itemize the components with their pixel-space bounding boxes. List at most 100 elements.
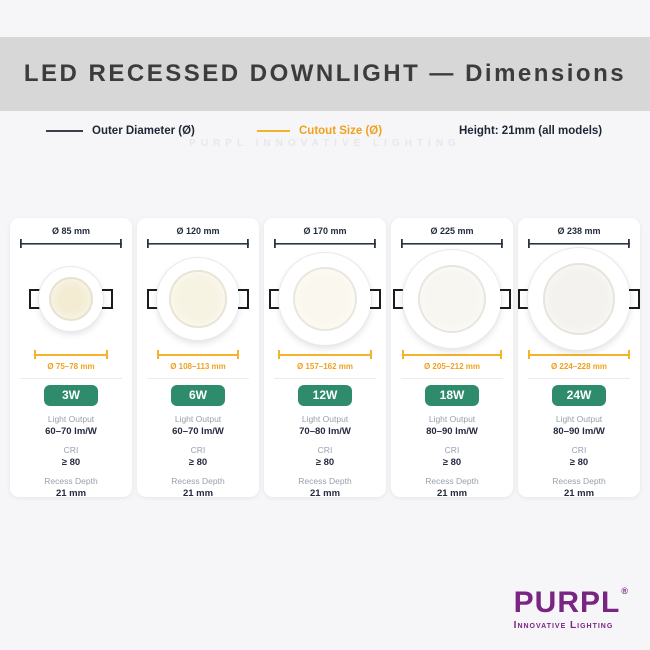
card-divider (528, 378, 630, 379)
legend-height-note: Height: 21mm (all models) (459, 123, 602, 139)
downlight-ring (157, 258, 239, 340)
wattage-badge: 12W (298, 385, 352, 406)
card-divider (274, 378, 376, 379)
light-output-value: 70–80 lm/W (299, 426, 351, 437)
legend-outer-diameter: Outer Diameter (Ø) (46, 123, 195, 139)
brand-name: PURPL (513, 586, 621, 619)
downlight-ring (279, 253, 371, 345)
cutout-dimension-line (34, 350, 108, 359)
light-output-label: Light Output (555, 414, 603, 424)
downlight-ring (528, 248, 630, 350)
light-output-label: Light Output (47, 414, 95, 424)
mounting-clip-right-icon (102, 289, 113, 309)
cutout-value: Ø 205–212 mm (423, 362, 481, 371)
light-output-label: Light Output (428, 414, 476, 424)
recess-depth-value: 21 mm (182, 488, 214, 497)
recess-depth-value: 21 mm (563, 488, 595, 497)
recess-depth-label: Recess Depth (171, 476, 225, 486)
outer-diameter-value: Ø 170 mm (303, 226, 347, 236)
mounting-clip-left-icon (29, 289, 40, 309)
outer-diameter-dimension-line (401, 239, 503, 248)
recess-depth-label: Recess Depth (425, 476, 479, 486)
recess-depth-label: Recess Depth (298, 476, 352, 486)
cri-label: CRI (317, 445, 333, 455)
wattage-badge: 18W (425, 385, 479, 406)
legend: Outer Diameter (Ø) Cutout Size (Ø) Heigh… (0, 123, 650, 139)
legend-cutout-size: Cutout Size (Ø) (257, 123, 382, 139)
downlight-lens (417, 264, 487, 334)
height-note-label: Height: 21mm (all models) (459, 125, 603, 137)
downlight-illustration (269, 248, 381, 350)
cri-value: ≥ 80 (315, 457, 335, 468)
page-title: LED RECESSED DOWNLIGHT — Dimensions (23, 60, 627, 87)
product-cards-row: Ø 85 mm Ø 75–78 mm 3W Light Output 60–70… (10, 218, 640, 497)
downlight-ring (403, 250, 501, 348)
cutout-dimension-line (157, 350, 239, 359)
cri-label: CRI (571, 445, 587, 455)
recess-depth-label: Recess Depth (44, 476, 98, 486)
cutout-value: Ø 224–228 mm (550, 362, 608, 371)
light-output-value: 60–70 lm/W (45, 426, 97, 437)
product-card-6w: Ø 120 mm Ø 108–113 mm 6W Light Output 60… (137, 218, 259, 497)
header-band: LED RECESSED DOWNLIGHT — Dimensions (0, 37, 650, 111)
mounting-clip-left-icon (393, 289, 404, 309)
cri-value: ≥ 80 (569, 457, 589, 468)
outer-diameter-dimension-line (20, 239, 122, 248)
cri-label: CRI (444, 445, 460, 455)
mounting-clip-right-icon (500, 289, 511, 309)
cutout-dimension-line (402, 350, 502, 359)
recess-depth-value: 21 mm (309, 488, 341, 497)
cri-value: ≥ 80 (188, 457, 208, 468)
outer-diameter-line-icon (46, 130, 83, 132)
outer-diameter-value: Ø 225 mm (430, 226, 474, 236)
outer-diameter-dimension-line (147, 239, 249, 248)
cri-value: ≥ 80 (442, 457, 462, 468)
downlight-ring (39, 267, 103, 331)
legend-outer-diameter-label: Outer Diameter (Ø) (92, 125, 195, 137)
cutout-value: Ø 108–113 mm (170, 362, 226, 371)
watermark: PURPL INNOVATIVE LIGHTING (189, 138, 461, 149)
card-divider (147, 378, 249, 379)
downlight-lens (169, 270, 227, 328)
downlight-illustration (518, 248, 640, 350)
recess-depth-label: Recess Depth (552, 476, 606, 486)
recess-depth-value: 21 mm (55, 488, 87, 497)
downlight-lens (543, 263, 615, 335)
outer-diameter-value: Ø 85 mm (51, 226, 91, 236)
mounting-clip-left-icon (269, 289, 280, 309)
downlight-lens (48, 276, 94, 322)
light-output-value: 80–90 lm/W (553, 426, 605, 437)
product-card-12w: Ø 170 mm Ø 157–162 mm 12W Light Output 7… (264, 218, 386, 497)
light-output-label: Light Output (301, 414, 349, 424)
downlight-lens (292, 266, 358, 332)
outer-diameter-dimension-line (274, 239, 376, 248)
light-output-label: Light Output (174, 414, 222, 424)
outer-diameter-dimension-line (528, 239, 630, 248)
mounting-clip-left-icon (147, 289, 158, 309)
mounting-clip-right-icon (629, 289, 640, 309)
cutout-size-line-icon (257, 130, 290, 132)
recess-depth-value: 21 mm (436, 488, 468, 497)
light-output-value: 60–70 lm/W (172, 426, 224, 437)
downlight-illustration (20, 248, 122, 350)
product-card-24w: Ø 238 mm Ø 224–228 mm 24W Light Output 8… (518, 218, 640, 497)
legend-cutout-size-label: Cutout Size (Ø) (299, 125, 383, 137)
card-divider (401, 378, 503, 379)
wattage-badge: 24W (552, 385, 606, 406)
card-divider (20, 378, 122, 379)
cri-value: ≥ 80 (61, 457, 81, 468)
cutout-dimension-line (278, 350, 372, 359)
brand-tagline: Innovative Lighting (513, 620, 614, 631)
product-card-3w: Ø 85 mm Ø 75–78 mm 3W Light Output 60–70… (10, 218, 132, 497)
wattage-badge: 6W (171, 385, 225, 406)
mounting-clip-right-icon (370, 289, 381, 309)
outer-diameter-value: Ø 238 mm (557, 226, 601, 236)
mounting-clip-right-icon (238, 289, 249, 309)
cutout-value: Ø 75–78 mm (47, 362, 95, 371)
product-card-18w: Ø 225 mm Ø 205–212 mm 18W Light Output 8… (391, 218, 513, 497)
outer-diameter-value: Ø 120 mm (176, 226, 220, 236)
downlight-illustration (393, 248, 511, 350)
wattage-badge: 3W (44, 385, 98, 406)
mounting-clip-left-icon (518, 289, 529, 309)
brand-logo: PURPL® Innovative Lighting (513, 586, 628, 632)
